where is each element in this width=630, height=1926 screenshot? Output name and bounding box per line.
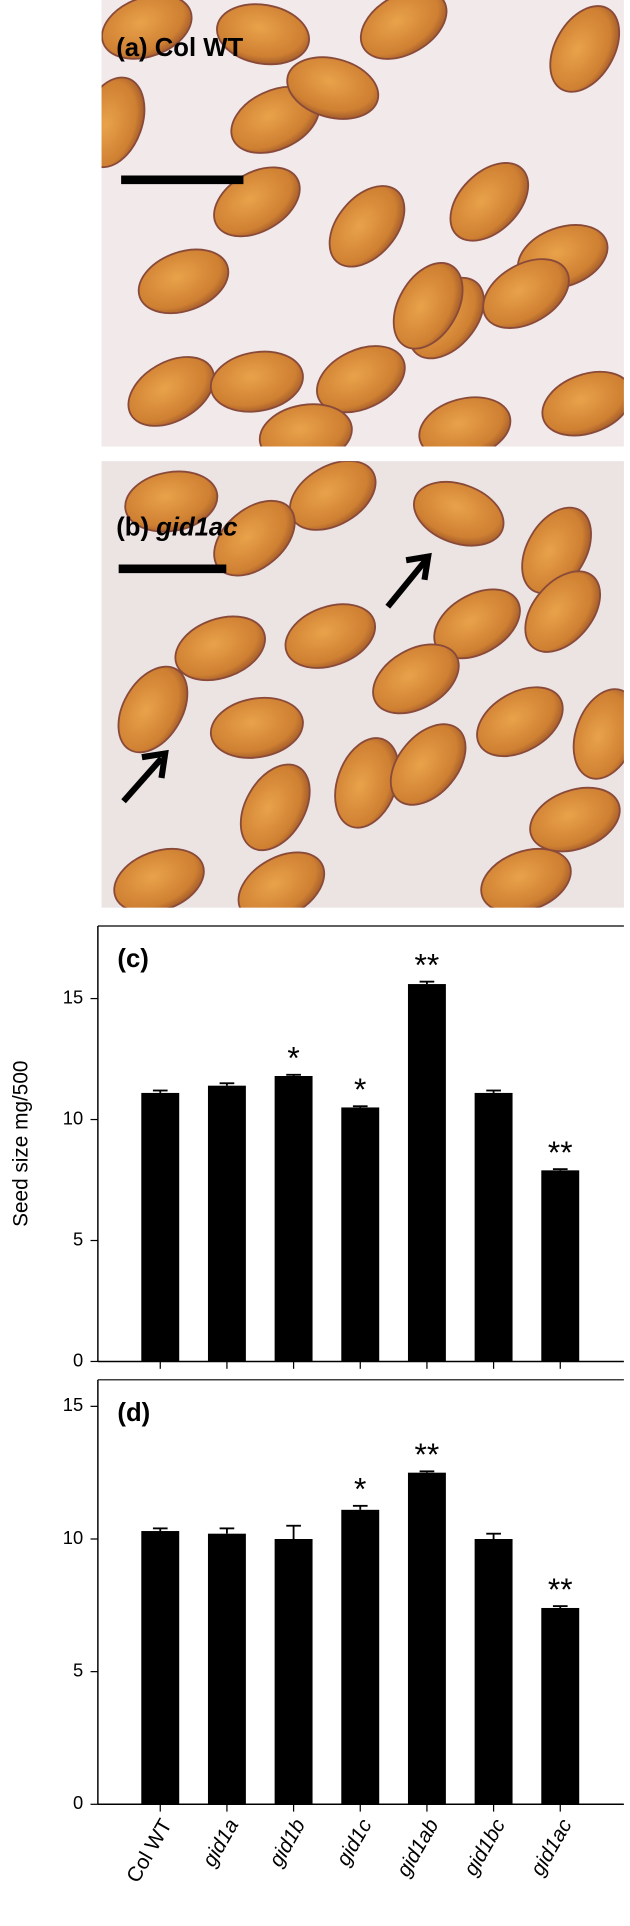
seed <box>258 403 353 447</box>
panel-letter: (a) <box>116 34 147 62</box>
error-bar <box>286 1524 301 1539</box>
bar <box>541 1607 580 1805</box>
seed <box>101 0 193 60</box>
seed <box>174 615 266 682</box>
bar <box>274 1538 313 1805</box>
bar <box>207 1085 246 1362</box>
bar <box>341 1509 380 1805</box>
significance-mark: * <box>287 1040 299 1076</box>
error-bar <box>286 1073 301 1076</box>
seed <box>418 396 512 447</box>
error-bar <box>152 1527 168 1532</box>
error-bar <box>419 980 435 985</box>
chart-title: (d) <box>117 1399 150 1427</box>
error-bar <box>352 1105 368 1108</box>
error-bar <box>219 1527 235 1534</box>
error-bar <box>219 1082 235 1086</box>
seed <box>529 786 621 853</box>
x-tick-label: gid1a <box>198 1815 243 1871</box>
y-tick-label: 0 <box>73 1349 83 1370</box>
seed <box>389 723 467 806</box>
seed <box>476 686 564 758</box>
error-bar <box>352 1504 368 1510</box>
bar <box>407 1472 446 1805</box>
panel-label: (b) gid1ac <box>116 513 237 541</box>
seed <box>572 688 624 780</box>
arrow <box>121 749 169 804</box>
seed <box>482 258 570 329</box>
seed <box>239 763 311 852</box>
panel-name: gid1ac <box>155 513 237 541</box>
seed <box>137 248 230 315</box>
bar <box>141 1092 180 1362</box>
bar <box>274 1075 313 1362</box>
y-tick-label: 0 <box>73 1792 83 1813</box>
seed <box>209 350 304 413</box>
bar <box>474 1092 513 1362</box>
seed <box>101 76 146 169</box>
seed <box>113 847 205 908</box>
seed <box>541 370 624 437</box>
seed <box>209 696 304 759</box>
seed <box>316 345 406 414</box>
bar <box>407 984 446 1362</box>
bar <box>207 1533 246 1805</box>
panel-letter: (b) <box>116 513 149 541</box>
seed <box>286 56 380 120</box>
bar <box>141 1531 180 1805</box>
y-tick-label: 15 <box>63 986 83 1007</box>
seed <box>117 665 189 754</box>
error-bar <box>486 1532 501 1539</box>
seed-photo-b <box>113 461 624 908</box>
y-tick-label: 5 <box>73 1659 83 1680</box>
error-bar <box>486 1089 501 1093</box>
y-tick-label: 10 <box>63 1527 83 1548</box>
error-bar <box>419 1470 435 1473</box>
y-axis-label: Seed size mg/500 <box>10 1061 33 1227</box>
x-tick-label: gid1bc <box>459 1815 510 1880</box>
seed <box>359 0 448 60</box>
error-bar <box>152 1089 168 1093</box>
seed <box>549 5 621 93</box>
y-tick-label: 15 <box>63 1394 83 1415</box>
seed <box>372 643 460 715</box>
seed <box>284 603 377 669</box>
bar <box>341 1107 380 1362</box>
significance-mark: ** <box>415 946 440 982</box>
seed <box>412 481 505 547</box>
seed <box>124 470 219 533</box>
bar <box>541 1170 580 1362</box>
bar <box>474 1538 513 1805</box>
chart-title: (c) <box>117 945 148 973</box>
significance-mark: ** <box>548 1134 573 1170</box>
y-tick-label: 5 <box>73 1228 83 1249</box>
y-tick-label: 10 <box>63 1107 83 1128</box>
panel-name: Col WT <box>155 34 244 62</box>
significance-mark: ** <box>548 1571 573 1607</box>
seed <box>449 162 530 242</box>
seed <box>216 3 310 66</box>
arrow <box>385 552 432 609</box>
x-tick-label: Col WT <box>122 1815 177 1887</box>
x-tick-label: gid1ac <box>526 1815 577 1880</box>
seed <box>480 847 572 908</box>
panel-label: (a) Col WT <box>116 34 243 62</box>
significance-mark: ** <box>415 1436 440 1472</box>
significance-mark: * <box>354 1071 366 1107</box>
seed <box>237 851 326 908</box>
seed <box>392 262 464 350</box>
x-tick-label: gid1b <box>265 1815 310 1871</box>
seed <box>524 570 602 653</box>
x-tick-label: gid1ab <box>392 1815 443 1881</box>
significance-mark: * <box>354 1471 366 1507</box>
error-bar <box>552 1168 568 1171</box>
error-bar <box>552 1605 568 1608</box>
seed <box>127 356 216 427</box>
x-tick-label: gid1c <box>332 1815 377 1870</box>
seed <box>328 185 406 268</box>
